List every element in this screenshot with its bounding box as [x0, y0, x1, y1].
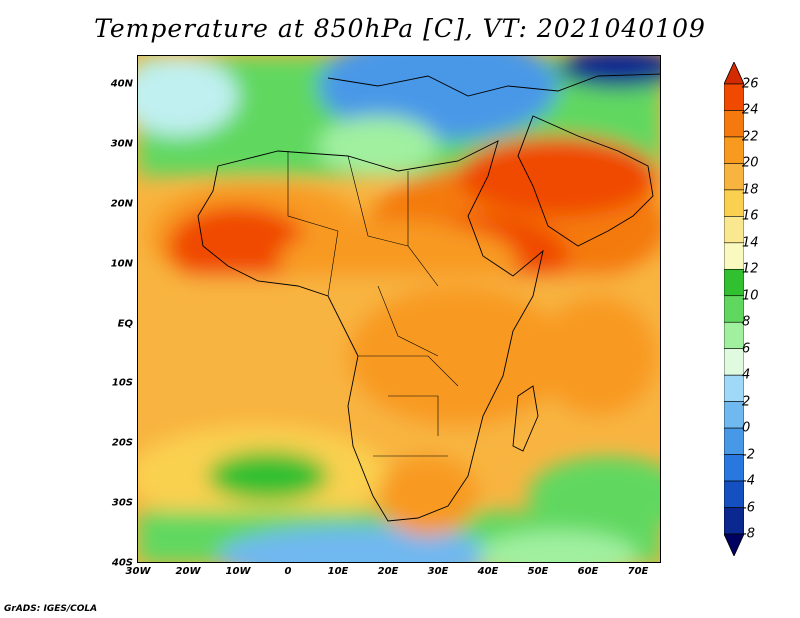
colorbar-label: 0: [742, 420, 751, 436]
colorbar-swatch: [724, 427, 744, 455]
colorbar-label: 26: [742, 76, 759, 92]
colorbar-label: 10: [742, 288, 759, 304]
colorbar-label: 20: [742, 155, 759, 171]
map-title: Temperature at 850hPa [C], VT: 202104010…: [94, 14, 706, 43]
colorbar-label: -8: [742, 526, 755, 542]
lon-label: 20W: [175, 566, 201, 577]
lat-label: 40N: [110, 78, 133, 90]
lon-label: 50E: [527, 566, 549, 577]
lon-label: 10E: [327, 566, 349, 577]
lon-label: 30W: [125, 566, 151, 577]
temperature-field-map: [138, 56, 660, 562]
grads-credit: GrADS: IGES/COLA: [4, 604, 98, 614]
colorbar-label: 16: [742, 208, 759, 224]
lat-label: EQ: [117, 318, 133, 330]
colorbar-label: 24: [742, 102, 759, 118]
lat-label: 10S: [111, 377, 133, 389]
colorbar-top-arrow: [724, 62, 744, 85]
colorbar-label: 4: [742, 367, 751, 383]
colorbar-label: 6: [742, 341, 751, 357]
colorbar-swatch: [724, 83, 744, 111]
colorbar-swatch: [724, 110, 744, 138]
colorbar-label: 22: [742, 129, 759, 145]
colorbar-label: 8: [742, 314, 751, 330]
country-borders: [287, 151, 459, 457]
colorbar: [724, 62, 744, 556]
colorbar-swatch: [724, 374, 744, 402]
colorbar-swatch: [724, 189, 744, 217]
lon-label: 20E: [377, 566, 399, 577]
lon-label: 40E: [477, 566, 499, 577]
colorbar-bottom-arrow: [724, 533, 744, 556]
lat-label: 40S: [111, 557, 133, 569]
colorbar-swatch: [724, 136, 744, 164]
colorbar-swatch: [724, 295, 744, 323]
lon-label: 10W: [225, 566, 251, 577]
coastlines: [197, 73, 660, 522]
lon-label: 60E: [577, 566, 599, 577]
lat-label: 20N: [110, 198, 133, 210]
lon-label: 70E: [627, 566, 649, 577]
lon-label: 30E: [427, 566, 449, 577]
colorbar-label: -2: [742, 447, 755, 463]
lat-label: 30S: [111, 497, 133, 509]
colorbar-swatch: [724, 321, 744, 350]
colorbar-label: 2: [742, 394, 751, 410]
lat-label: 10N: [110, 258, 133, 270]
map-plot-area[interactable]: [137, 55, 661, 563]
colorbar-swatch: [724, 480, 744, 508]
colorbar-label: 14: [742, 235, 759, 251]
colorbar-swatch: [724, 348, 744, 376]
colorbar-swatch: [724, 401, 744, 429]
colorbar-label: -4: [742, 473, 755, 489]
colorbar-swatch: [724, 163, 744, 191]
colorbar-swatch: [724, 454, 744, 482]
colorbar-label: 18: [742, 182, 759, 198]
lon-label: 0: [284, 566, 292, 577]
colorbar-label: 12: [742, 261, 759, 277]
lat-label: 30N: [110, 138, 133, 150]
colorbar-swatch: [724, 268, 744, 297]
colorbar-label: -6: [742, 500, 755, 516]
colorbar-swatch: [724, 507, 744, 535]
colorbar-swatch: [724, 216, 744, 244]
lat-label: 20S: [111, 437, 133, 449]
colorbar-swatch: [724, 242, 744, 270]
